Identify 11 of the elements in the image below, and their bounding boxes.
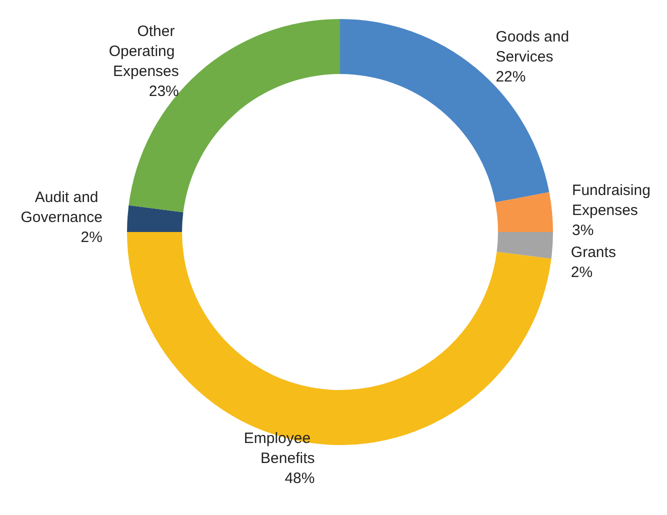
slice-label: Grants: [570, 244, 616, 262]
slice-label: Goods and Services: [496, 28, 574, 66]
data-label: 22%: [496, 68, 526, 86]
data-label: 3%: [572, 222, 594, 240]
slice-label: Other Operating Expenses: [108, 23, 179, 80]
data-label: 48%: [284, 470, 315, 488]
data-label: 2%: [80, 229, 102, 246]
data-label: 23%: [148, 83, 179, 100]
slice-label: Audit and Governance: [20, 189, 102, 226]
slice-label: Fundraising Expenses: [572, 182, 655, 220]
data-label: 2%: [570, 264, 593, 282]
